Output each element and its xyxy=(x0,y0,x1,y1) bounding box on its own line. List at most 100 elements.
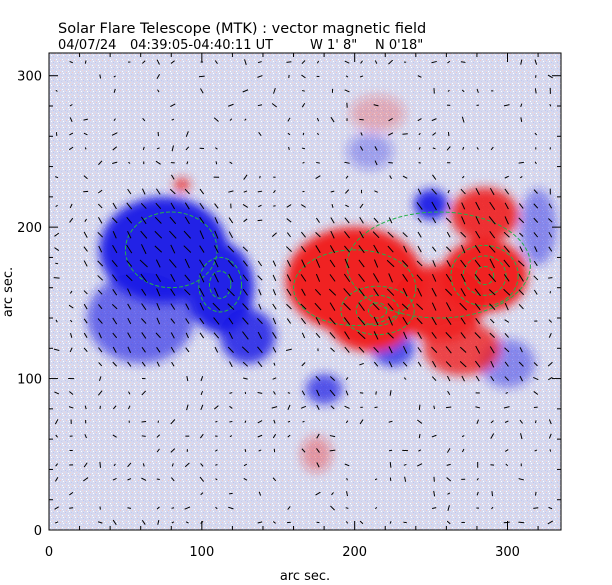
field-vector-762 xyxy=(548,506,553,510)
field-vector-449 xyxy=(345,390,349,396)
field-vector-107 xyxy=(128,405,131,410)
field-vector-691 xyxy=(489,201,496,211)
field-vector-248 xyxy=(215,420,218,423)
field-vector-652 xyxy=(476,477,479,481)
field-vector-519 xyxy=(388,346,393,354)
field-vector-681 xyxy=(489,346,495,354)
field-vector-496 xyxy=(373,361,379,367)
field-vector-357 xyxy=(287,420,291,423)
field-vector-325 xyxy=(258,204,262,208)
field-vector-769 xyxy=(548,319,553,323)
contour-11 xyxy=(346,211,531,319)
field-vector-713 xyxy=(504,202,509,210)
field-vector-211 xyxy=(184,258,190,269)
field-vector-65 xyxy=(98,362,103,367)
field-vector-490 xyxy=(359,75,364,78)
field-vector-47 xyxy=(83,303,88,310)
field-vector-683 xyxy=(489,318,495,324)
field-vector-679 xyxy=(490,375,495,382)
field-vector-228 xyxy=(199,332,205,339)
field-vector-176 xyxy=(171,463,174,467)
field-vector-140 xyxy=(140,230,148,239)
field-vector-494 xyxy=(374,406,378,409)
field-vector-433 xyxy=(329,274,336,282)
field-vector-585 xyxy=(431,302,437,311)
field-vector-121 xyxy=(127,188,132,195)
field-vector-236 xyxy=(199,216,205,224)
field-vector-580 xyxy=(431,376,437,381)
field-vector-592 xyxy=(431,188,437,195)
field-vector-717 xyxy=(518,521,525,524)
field-vector-730 xyxy=(519,232,524,237)
field-vector-298 xyxy=(242,303,249,311)
field-vector-284 xyxy=(228,190,234,193)
field-vector-327 xyxy=(259,175,261,179)
field-vector-128 xyxy=(141,420,147,423)
field-vector-417 xyxy=(317,132,319,136)
field-vector-364 xyxy=(286,274,292,282)
field-vector-388 xyxy=(301,204,306,208)
field-vector-88 xyxy=(112,317,118,325)
contour-5 xyxy=(340,285,415,336)
field-vector-638 xyxy=(460,273,466,282)
field-vector-127 xyxy=(141,435,146,437)
field-vector-259 xyxy=(214,217,219,224)
field-vector-728 xyxy=(517,260,525,267)
field-vector-686 xyxy=(488,273,497,283)
field-vector-688 xyxy=(488,245,496,253)
field-vector-5 xyxy=(55,434,58,438)
field-vector-516 xyxy=(388,420,393,423)
field-vector-50 xyxy=(83,246,88,252)
field-vector-716 xyxy=(503,104,510,107)
field-vector-256 xyxy=(214,259,219,268)
field-vector-362 xyxy=(286,303,292,310)
field-vector-583 xyxy=(431,332,437,339)
field-vector-467 xyxy=(344,89,350,93)
field-vector-564 xyxy=(416,260,423,267)
field-vector-142 xyxy=(140,202,147,209)
transverse-field-vectors xyxy=(53,59,554,526)
field-vector-331 xyxy=(257,61,262,64)
field-vector-427 xyxy=(329,376,336,381)
field-vector-477 xyxy=(357,316,366,326)
field-vector-629 xyxy=(461,448,465,453)
field-vector-544 xyxy=(402,288,408,297)
field-vector-231 xyxy=(199,287,205,297)
field-vector-267 xyxy=(229,492,233,495)
field-vector-181 xyxy=(170,332,175,339)
field-vector-377 xyxy=(300,405,307,409)
region-positive-15 xyxy=(450,187,519,243)
field-vector-85 xyxy=(112,361,117,367)
field-vector-435 xyxy=(329,245,336,254)
field-vector-17 xyxy=(55,89,58,92)
field-vector-398 xyxy=(315,491,321,496)
field-vector-696 xyxy=(505,463,509,467)
field-vector-684 xyxy=(489,303,496,310)
field-vector-243 xyxy=(215,506,218,510)
x-tick-label-0: 0 xyxy=(45,545,53,560)
field-vector-41 xyxy=(84,434,87,439)
field-vector-531 xyxy=(388,132,394,136)
field-vector-374 xyxy=(286,61,292,63)
field-vector-517 xyxy=(389,390,392,396)
field-vector-645 xyxy=(461,175,465,179)
field-vector-102 xyxy=(113,75,116,78)
field-vector-79 xyxy=(99,74,102,79)
field-vector-4 xyxy=(55,463,59,467)
field-vector-745 xyxy=(533,362,538,367)
field-vector-58 xyxy=(84,60,87,64)
field-vector-669 xyxy=(475,201,481,211)
field-vector-343 xyxy=(272,317,277,325)
field-vector-773 xyxy=(548,231,553,238)
field-vector-382 xyxy=(300,303,307,310)
field-vector-69 xyxy=(98,304,103,310)
field-vector-726 xyxy=(518,289,525,296)
field-vector-412 xyxy=(315,245,321,254)
field-vector-556 xyxy=(418,404,421,411)
field-vector-310 xyxy=(257,521,263,524)
field-vector-6 xyxy=(54,419,59,425)
field-vector-195 xyxy=(171,118,175,121)
field-vector-641 xyxy=(460,231,467,238)
field-vector-232 xyxy=(199,273,205,283)
field-vector-95 xyxy=(111,217,118,224)
